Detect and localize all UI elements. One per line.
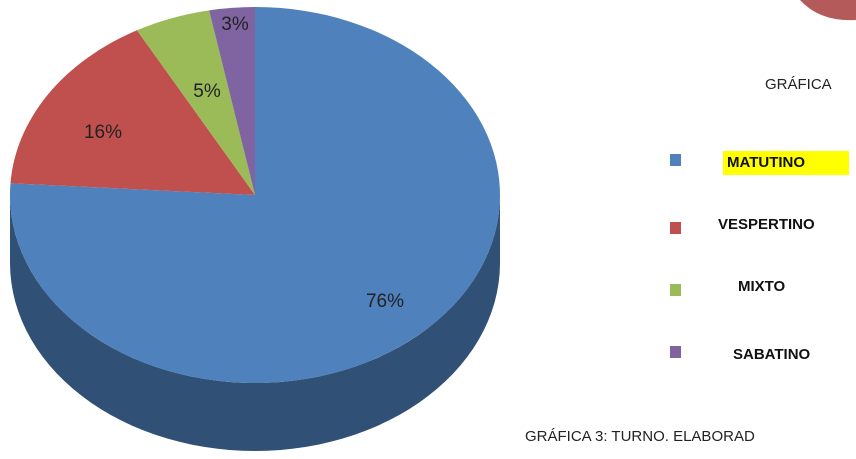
legend-label: MATUTINO — [727, 154, 805, 171]
data-label: 3% — [221, 14, 249, 35]
legend-swatch — [670, 284, 681, 296]
pie-slice — [10, 30, 255, 195]
chart-title: GRÁFICA — [765, 76, 832, 93]
pie-side — [10, 195, 500, 451]
data-label: 5% — [193, 81, 221, 102]
highlight — [723, 151, 849, 175]
data-label: 76% — [366, 291, 404, 312]
pie-slice — [136, 10, 255, 195]
legend-label: VESPERTINO — [718, 216, 815, 233]
legend-swatch — [670, 222, 681, 234]
legend: MATUTINO VESPERTINO MIXTO SABATINO — [670, 154, 815, 363]
caption: GRÁFICA 3: TURNO. ELABORAD — [525, 428, 755, 445]
data-label: 16% — [84, 122, 122, 143]
legend-label: MIXTO — [738, 278, 786, 295]
pie-slice — [209, 7, 255, 195]
decoration — [800, 0, 856, 21]
legend-label: SABATINO — [733, 346, 811, 363]
pie: 76% 16% 5% 3% — [9, 7, 500, 451]
pie-slice — [9, 7, 500, 383]
legend-swatch — [670, 154, 681, 166]
legend-swatch — [670, 346, 681, 358]
